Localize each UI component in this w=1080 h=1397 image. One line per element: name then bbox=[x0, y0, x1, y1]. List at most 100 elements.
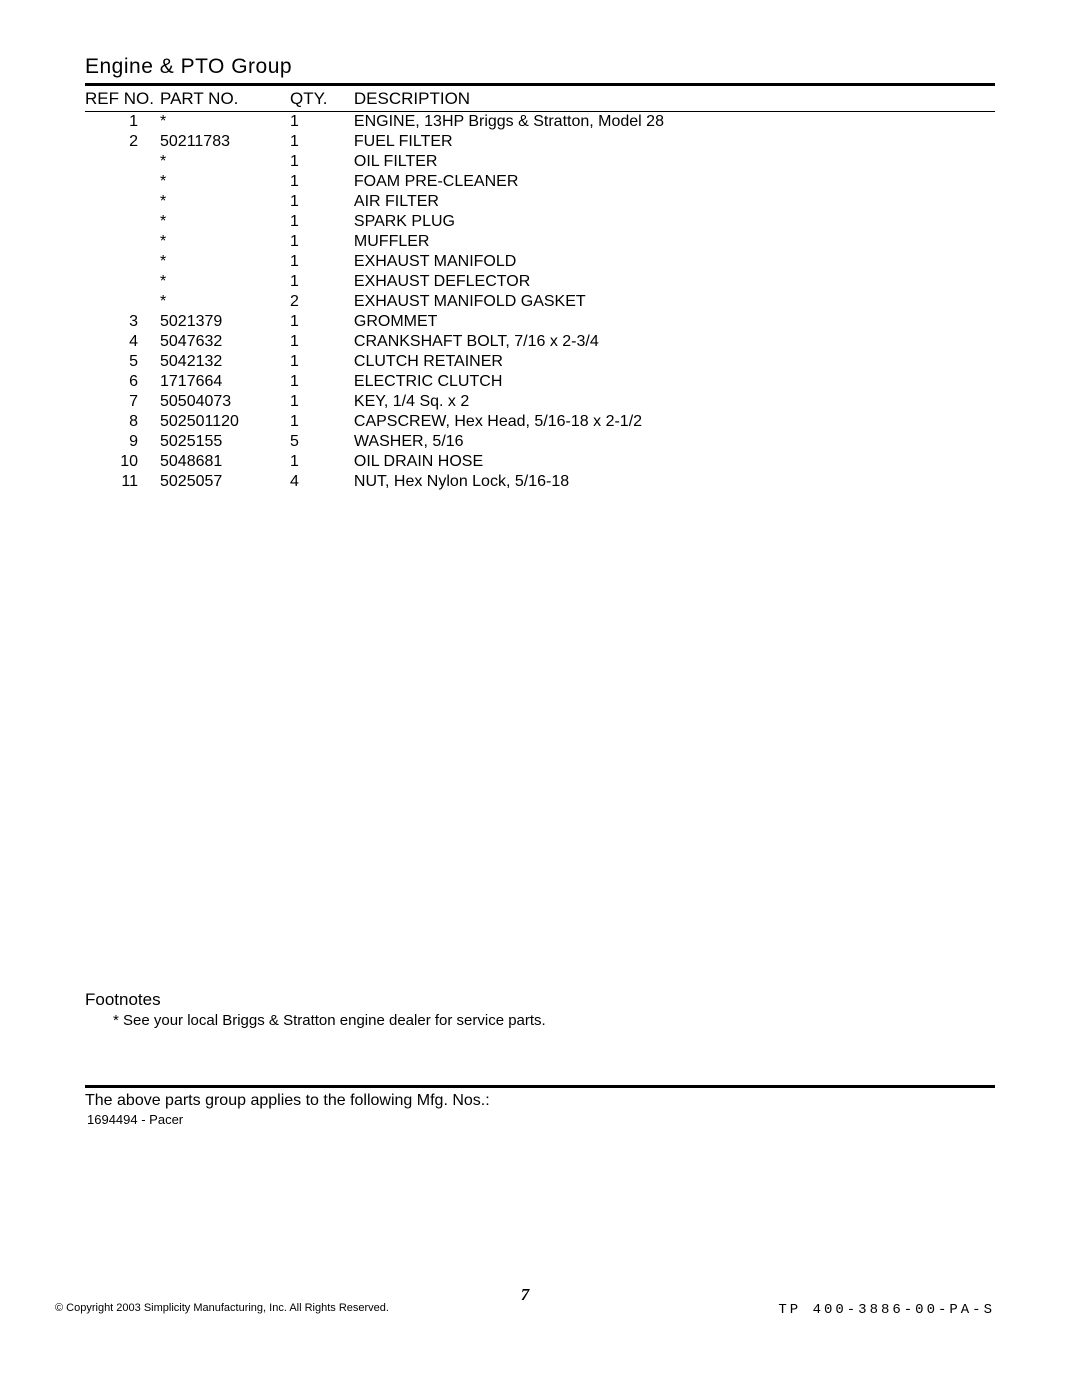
table-row: *1FOAM PRE-CLEANER bbox=[85, 172, 995, 192]
cell-qty: 1 bbox=[290, 312, 354, 332]
cell-part: 5025155 bbox=[160, 432, 290, 452]
cell-qty: 1 bbox=[290, 372, 354, 392]
cell-part: * bbox=[160, 192, 290, 212]
cell-desc: MUFFLER bbox=[354, 232, 995, 252]
table-row: *2EXHAUST MANIFOLD GASKET bbox=[85, 292, 995, 312]
cell-ref bbox=[85, 212, 160, 232]
cell-qty: 5 bbox=[290, 432, 354, 452]
cell-part: 502501120 bbox=[160, 412, 290, 432]
cell-qty: 2 bbox=[290, 292, 354, 312]
footnotes-heading: Footnotes bbox=[85, 990, 995, 1010]
cell-qty: 1 bbox=[290, 272, 354, 292]
cell-ref: 8 bbox=[85, 412, 160, 432]
table-row: 950251555WASHER, 5/16 bbox=[85, 432, 995, 452]
mfg-item: 1694494 - Pacer bbox=[87, 1112, 995, 1127]
cell-desc: OIL DRAIN HOSE bbox=[354, 452, 995, 472]
cell-desc: EXHAUST MANIFOLD GASKET bbox=[354, 292, 995, 312]
cell-part: 50504073 bbox=[160, 392, 290, 412]
cell-ref bbox=[85, 292, 160, 312]
cell-ref: 4 bbox=[85, 332, 160, 352]
cell-qty: 1 bbox=[290, 192, 354, 212]
cell-part: * bbox=[160, 272, 290, 292]
cell-ref bbox=[85, 252, 160, 272]
cell-desc: ENGINE, 13HP Briggs & Stratton, Model 28 bbox=[354, 112, 995, 133]
table-row: 2502117831FUEL FILTER bbox=[85, 132, 995, 152]
cell-desc: EXHAUST DEFLECTOR bbox=[354, 272, 995, 292]
table-row: 1*1ENGINE, 13HP Briggs & Stratton, Model… bbox=[85, 112, 995, 133]
cell-desc: GROMMET bbox=[354, 312, 995, 332]
cell-ref: 3 bbox=[85, 312, 160, 332]
cell-ref: 11 bbox=[85, 472, 160, 492]
mfg-block: The above parts group applies to the fol… bbox=[85, 1085, 995, 1127]
mfg-heading: The above parts group applies to the fol… bbox=[85, 1092, 995, 1110]
table-row: 617176641ELECTRIC CLUTCH bbox=[85, 372, 995, 392]
cell-part: * bbox=[160, 112, 290, 133]
table-row: 7505040731KEY, 1/4 Sq. x 2 bbox=[85, 392, 995, 412]
table-row: 350213791GROMMET bbox=[85, 312, 995, 332]
footnotes-block: Footnotes * See your local Briggs & Stra… bbox=[85, 990, 995, 1029]
footer-page-num: 7 bbox=[521, 1285, 530, 1305]
cell-qty: 1 bbox=[290, 132, 354, 152]
cell-desc: SPARK PLUG bbox=[354, 212, 995, 232]
footer-doc-id: TP 400-3886-00-PA-S bbox=[778, 1302, 995, 1318]
cell-part: * bbox=[160, 292, 290, 312]
cell-desc: NUT, Hex Nylon Lock, 5/16-18 bbox=[354, 472, 995, 492]
cell-qty: 1 bbox=[290, 152, 354, 172]
cell-desc: AIR FILTER bbox=[354, 192, 995, 212]
cell-part: 1717664 bbox=[160, 372, 290, 392]
header-qty: QTY. bbox=[290, 88, 354, 112]
cell-desc: ELECTRIC CLUTCH bbox=[354, 372, 995, 392]
cell-qty: 1 bbox=[290, 172, 354, 192]
table-body: 1*1ENGINE, 13HP Briggs & Stratton, Model… bbox=[85, 112, 995, 493]
cell-part: 5021379 bbox=[160, 312, 290, 332]
title-rule bbox=[85, 83, 995, 86]
cell-ref bbox=[85, 152, 160, 172]
cell-ref: 2 bbox=[85, 132, 160, 152]
cell-qty: 1 bbox=[290, 332, 354, 352]
cell-desc: OIL FILTER bbox=[354, 152, 995, 172]
cell-ref: 10 bbox=[85, 452, 160, 472]
table-head: REF NO. PART NO. QTY. DESCRIPTION bbox=[85, 88, 995, 112]
table-row: 85025011201CAPSCREW, Hex Head, 5/16-18 x… bbox=[85, 412, 995, 432]
section-title: Engine & PTO Group bbox=[85, 55, 995, 79]
cell-desc: FUEL FILTER bbox=[354, 132, 995, 152]
mfg-rule bbox=[85, 1085, 995, 1088]
cell-qty: 1 bbox=[290, 352, 354, 372]
table-row: *1MUFFLER bbox=[85, 232, 995, 252]
cell-desc: EXHAUST MANIFOLD bbox=[354, 252, 995, 272]
cell-part: * bbox=[160, 152, 290, 172]
header-ref: REF NO. bbox=[85, 88, 160, 112]
cell-part: * bbox=[160, 212, 290, 232]
footnotes-text: * See your local Briggs & Stratton engin… bbox=[113, 1012, 995, 1029]
cell-ref bbox=[85, 192, 160, 212]
cell-qty: 1 bbox=[290, 452, 354, 472]
cell-qty: 4 bbox=[290, 472, 354, 492]
cell-ref: 5 bbox=[85, 352, 160, 372]
cell-ref: 1 bbox=[85, 112, 160, 133]
cell-qty: 1 bbox=[290, 112, 354, 133]
cell-desc: CLUTCH RETAINER bbox=[354, 352, 995, 372]
cell-part: * bbox=[160, 252, 290, 272]
cell-desc: CRANKSHAFT BOLT, 7/16 x 2-3/4 bbox=[354, 332, 995, 352]
table-row: *1SPARK PLUG bbox=[85, 212, 995, 232]
table-row: *1EXHAUST DEFLECTOR bbox=[85, 272, 995, 292]
cell-qty: 1 bbox=[290, 212, 354, 232]
table-row: *1EXHAUST MANIFOLD bbox=[85, 252, 995, 272]
cell-part: 50211783 bbox=[160, 132, 290, 152]
cell-desc: KEY, 1/4 Sq. x 2 bbox=[354, 392, 995, 412]
cell-qty: 1 bbox=[290, 412, 354, 432]
cell-part: 5042132 bbox=[160, 352, 290, 372]
cell-ref bbox=[85, 232, 160, 252]
cell-qty: 1 bbox=[290, 392, 354, 412]
cell-part: 5025057 bbox=[160, 472, 290, 492]
table-row: 550421321CLUTCH RETAINER bbox=[85, 352, 995, 372]
cell-part: 5048681 bbox=[160, 452, 290, 472]
footer-copyright: © Copyright 2003 Simplicity Manufacturin… bbox=[55, 1302, 389, 1314]
page: Engine & PTO Group REF NO. PART NO. QTY.… bbox=[0, 0, 1080, 1397]
table-row: 1050486811OIL DRAIN HOSE bbox=[85, 452, 995, 472]
mfg-items: 1694494 - Pacer bbox=[85, 1112, 995, 1127]
cell-ref bbox=[85, 272, 160, 292]
cell-desc: FOAM PRE-CLEANER bbox=[354, 172, 995, 192]
table-row: *1AIR FILTER bbox=[85, 192, 995, 212]
header-desc: DESCRIPTION bbox=[354, 88, 995, 112]
